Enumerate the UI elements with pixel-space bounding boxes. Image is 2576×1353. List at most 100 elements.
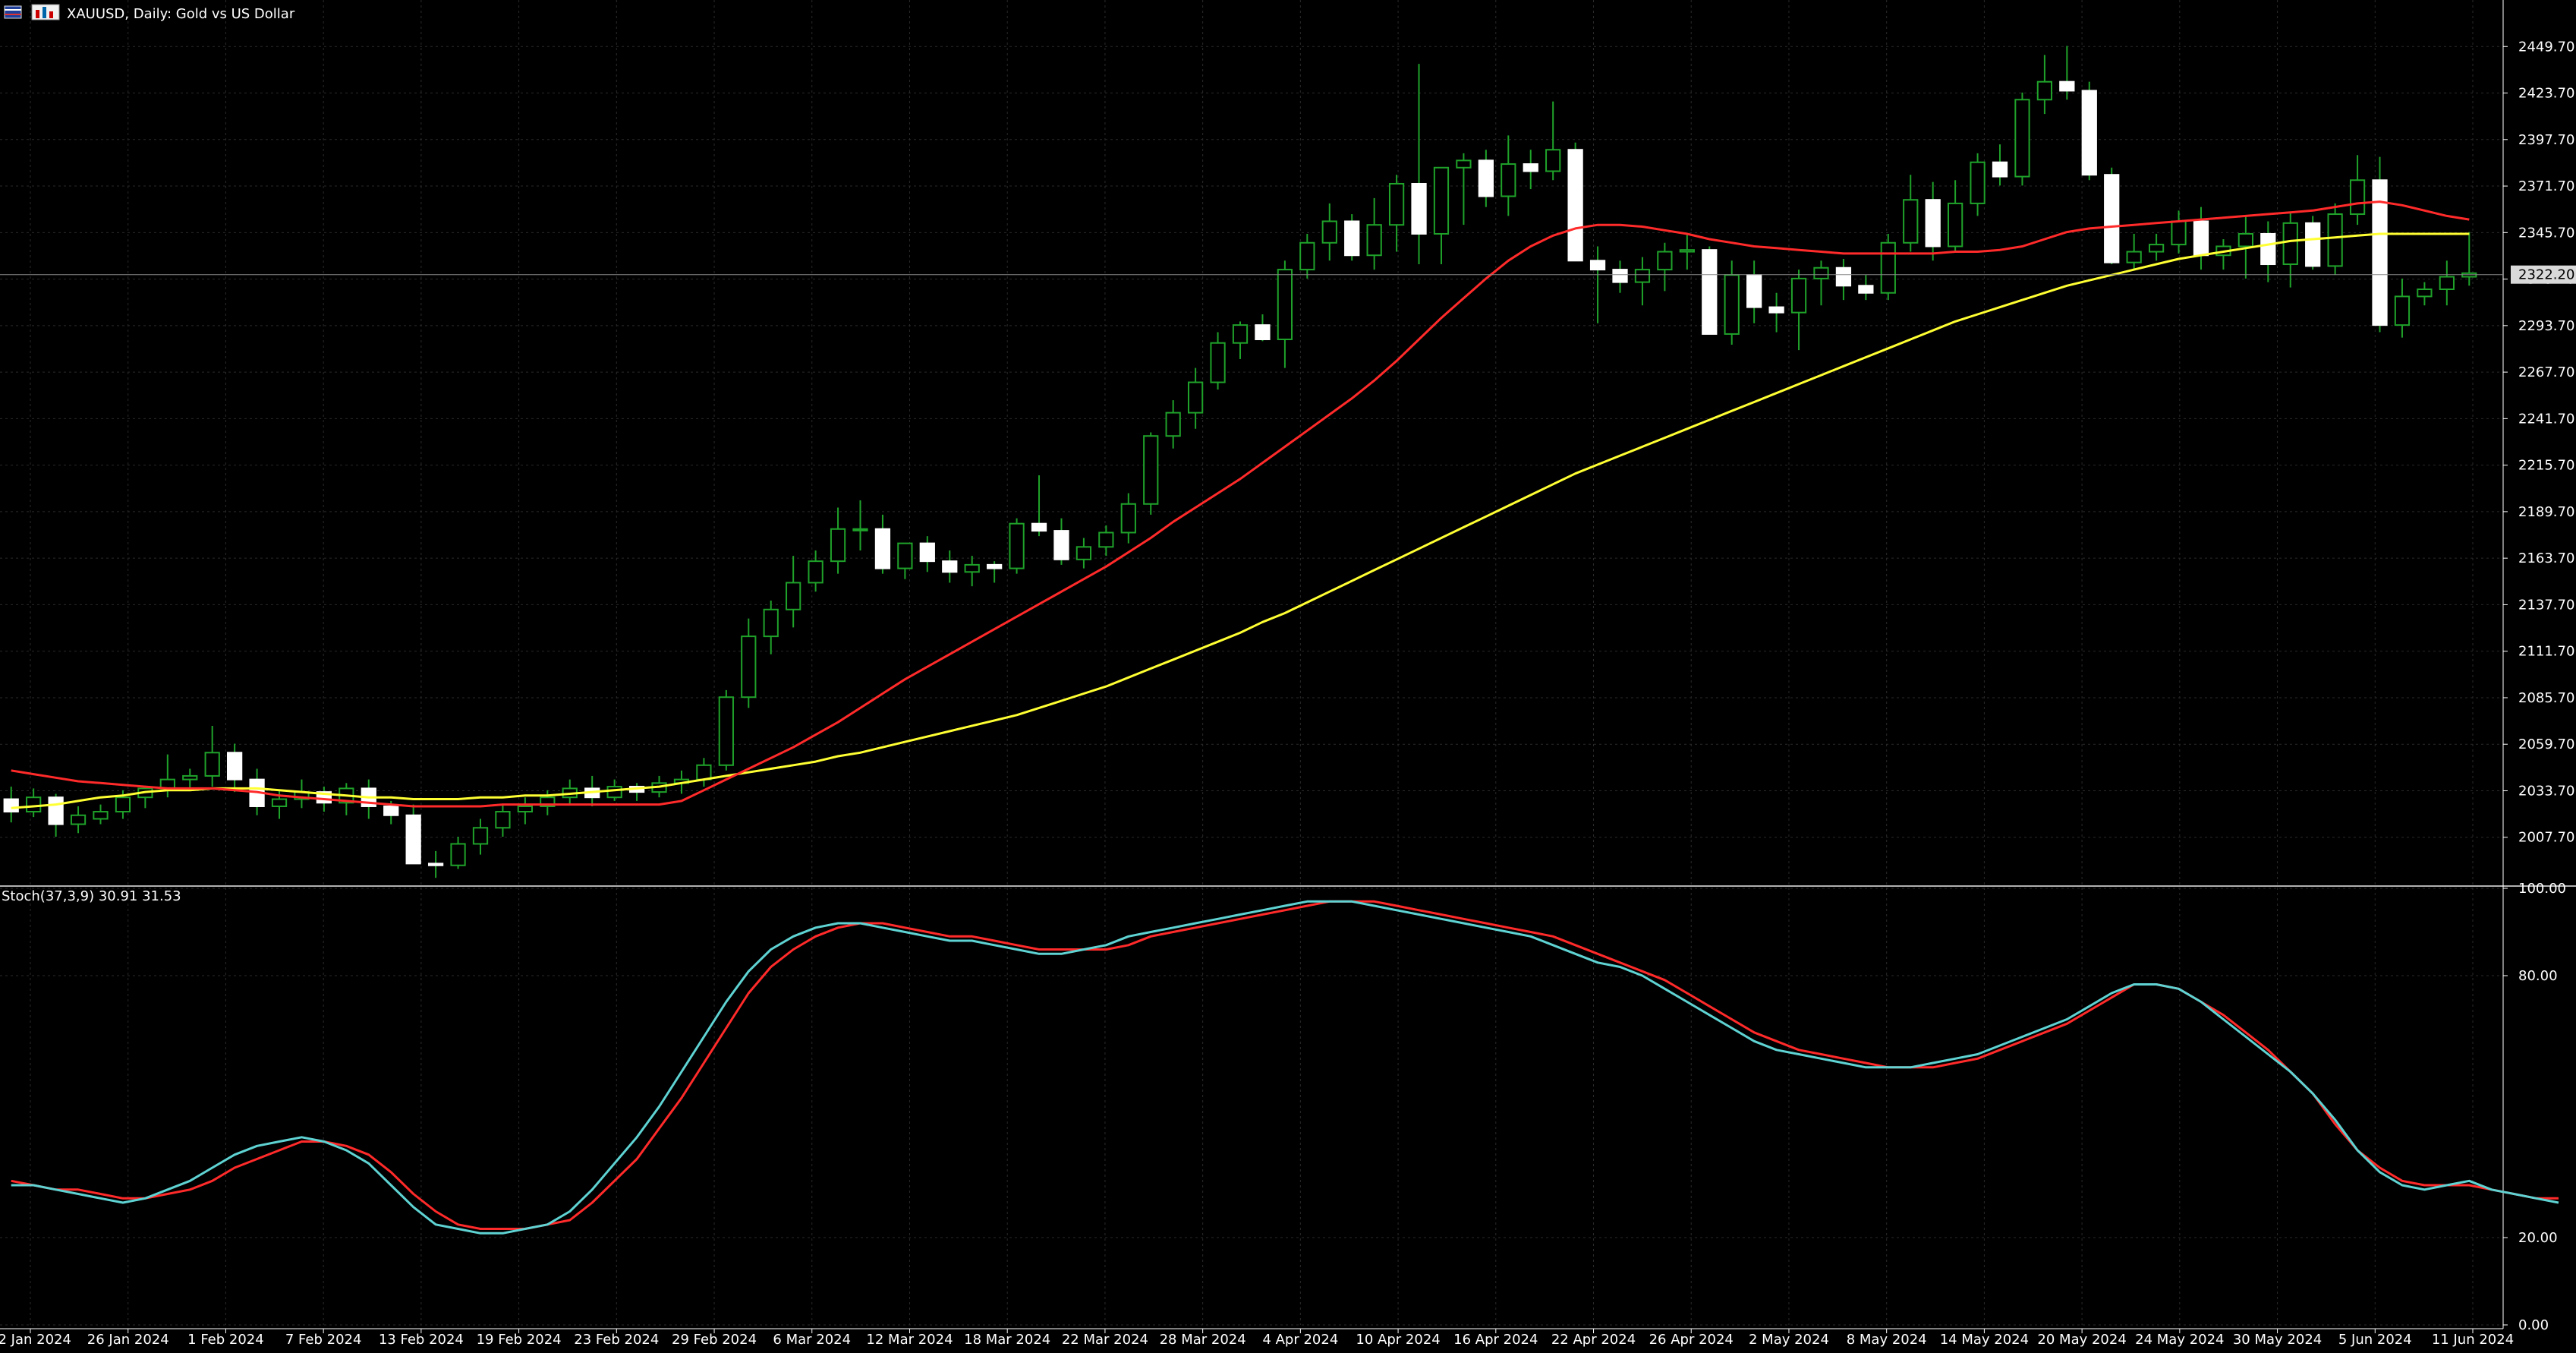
time-tick-label: 30 May 2024 <box>2233 1332 2322 1348</box>
stochastic-main-line <box>11 900 2559 1235</box>
candle <box>1545 101 1561 181</box>
price-tick-label: 2059.70 <box>2518 736 2574 752</box>
candle <box>1679 233 1695 270</box>
candle <box>2349 155 2366 226</box>
candle <box>405 804 421 865</box>
candle <box>1880 233 1896 301</box>
chart-title: XAUUSD, Daily: Gold vs US Dollar <box>67 6 295 22</box>
candle <box>852 500 868 551</box>
candle <box>1143 432 1159 515</box>
candle <box>2059 46 2075 100</box>
candle <box>987 561 1003 583</box>
time-tick-label: 13 Feb 2024 <box>379 1332 464 1348</box>
time-tick-label: 16 Apr 2024 <box>1453 1332 1538 1348</box>
price-tick-label: 2111.70 <box>2518 644 2574 660</box>
candle <box>1277 260 1293 368</box>
candle <box>741 618 757 708</box>
candle <box>1835 258 1852 301</box>
time-tick-label: 12 Mar 2024 <box>866 1332 953 1348</box>
price-tick-label: 2267.70 <box>2518 364 2574 380</box>
candle <box>2126 233 2142 270</box>
candle <box>718 689 734 771</box>
stochastic-axis: 100.00 80.00 20.00 0.00 <box>2503 881 2566 1333</box>
candle <box>540 790 556 815</box>
candlestick-series <box>3 46 2477 878</box>
candle <box>763 601 779 654</box>
price-tick-label: 2215.70 <box>2518 458 2574 474</box>
candle <box>2417 282 2433 306</box>
time-tick-label: 22 Apr 2024 <box>1551 1332 1636 1348</box>
candle <box>26 788 42 818</box>
price-tick-label: 2423.70 <box>2518 86 2574 102</box>
candle <box>2171 210 2187 254</box>
candle <box>942 550 958 583</box>
candle <box>1970 153 1986 216</box>
stochastic-series <box>11 900 2559 1235</box>
time-tick-label: 8 May 2024 <box>1847 1332 1927 1348</box>
candle <box>2104 167 2120 265</box>
candle <box>1634 257 1651 306</box>
candle <box>182 768 198 790</box>
candle <box>1411 64 1427 265</box>
candle <box>1858 275 1874 301</box>
time-tick-label: 22 Mar 2024 <box>1062 1332 1148 1348</box>
time-tick-label: 4 Apr 2024 <box>1262 1332 1338 1348</box>
candle <box>472 818 489 855</box>
candle <box>1456 153 1472 226</box>
time-tick-label: 28 Mar 2024 <box>1160 1332 1246 1348</box>
candle <box>897 542 913 579</box>
chart-window-icon <box>31 4 60 20</box>
time-tick-label: 18 Mar 2024 <box>964 1332 1050 1348</box>
candle <box>450 837 466 869</box>
time-axis: 22 Jan 2024 26 Jan 2024 1 Feb 2024 7 Feb 20… <box>0 1329 2514 1348</box>
candle <box>427 850 444 878</box>
stochastic-tick-label: 0.00 <box>2518 1317 2549 1333</box>
candle <box>1299 233 1315 279</box>
candle <box>1433 166 1450 265</box>
candle <box>2148 233 2165 261</box>
time-tick-label: 10 Apr 2024 <box>1356 1332 1440 1348</box>
candle <box>919 536 935 572</box>
candle <box>2014 92 2030 186</box>
candle <box>964 556 980 587</box>
time-tick-label: 6 Mar 2024 <box>773 1332 851 1348</box>
candle <box>2036 55 2053 115</box>
price-tick-label: 2163.70 <box>2518 550 2574 566</box>
time-tick-label: 19 Feb 2024 <box>477 1332 562 1348</box>
candle <box>2327 203 2343 276</box>
price-tick-label: 2371.70 <box>2518 178 2574 194</box>
candle <box>1321 203 1337 261</box>
price-axis: 2449.702423.702397.702371.702345.702319.… <box>2503 39 2576 846</box>
candle <box>2260 221 2276 282</box>
candle <box>2394 278 2411 338</box>
candle <box>2439 260 2455 306</box>
candle <box>495 804 511 837</box>
price-tick-label: 2189.70 <box>2518 504 2574 520</box>
candle <box>1768 292 1784 333</box>
stochastic-tick-label: 100.00 <box>2518 881 2566 897</box>
time-tick-label: 26 Jan 2024 <box>87 1332 169 1348</box>
candle <box>874 514 891 574</box>
candle <box>830 507 846 574</box>
candle <box>1478 150 1494 207</box>
candle <box>1031 475 1047 537</box>
candle <box>786 556 801 628</box>
price-tick-label: 2033.70 <box>2518 783 2574 799</box>
candle <box>1567 142 1583 262</box>
candle <box>1947 180 1963 252</box>
candle <box>1657 242 1673 292</box>
candle <box>1813 260 1829 306</box>
candle <box>2372 156 2388 333</box>
chart-header: XAUUSD, Daily: Gold vs US Dollar <box>4 4 295 22</box>
current-price-label: 2322.20 <box>2518 267 2574 283</box>
time-tick-label: 22 Jan 2024 <box>0 1332 71 1348</box>
moving-average-slow <box>11 232 2470 809</box>
time-tick-label: 29 Feb 2024 <box>672 1332 757 1348</box>
time-tick-label: 20 May 2024 <box>2037 1332 2126 1348</box>
candle <box>1053 518 1069 565</box>
candle <box>2305 216 2321 270</box>
candle <box>2081 81 2097 181</box>
